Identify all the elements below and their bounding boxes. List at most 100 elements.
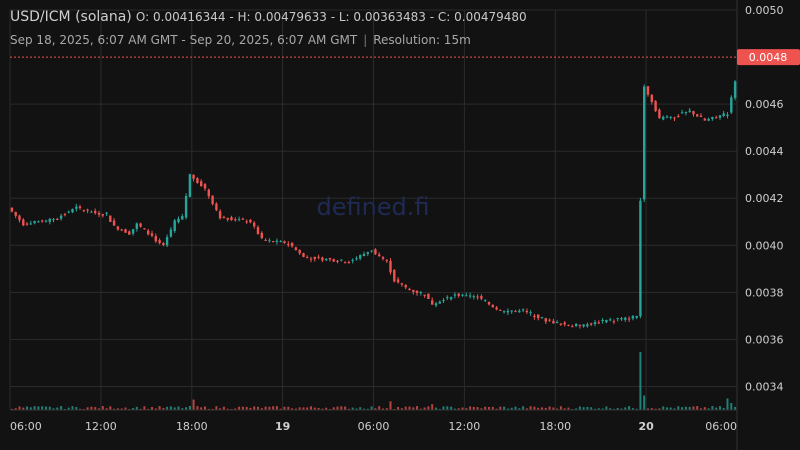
candle-body	[427, 293, 430, 299]
candle	[25, 222, 29, 226]
candle-body	[41, 220, 44, 222]
candle-body	[313, 256, 316, 260]
candle	[431, 297, 434, 305]
candle	[97, 210, 101, 218]
volume-bar	[397, 407, 400, 410]
candle	[718, 115, 722, 120]
x-tick-label: 18:00	[176, 420, 208, 433]
volume-bar	[234, 408, 237, 410]
candle	[389, 258, 392, 275]
candle-body	[733, 81, 737, 98]
volume-bar	[495, 408, 498, 410]
volume-bar	[582, 407, 585, 410]
volume-bar	[533, 406, 536, 410]
candle	[120, 228, 123, 232]
volume-bar	[10, 408, 13, 410]
volume-bar	[677, 406, 680, 410]
volume-bar	[628, 406, 631, 410]
watermark: defined.fi	[316, 193, 429, 221]
volume-layer	[10, 352, 737, 410]
volume-bar	[514, 406, 517, 410]
candle	[78, 204, 82, 210]
volume-bar	[52, 408, 55, 410]
candle	[33, 220, 36, 225]
candle	[71, 208, 74, 214]
candle-body	[336, 260, 339, 262]
candle	[162, 241, 165, 247]
candle-body	[684, 111, 688, 113]
x-tick-label: 06:00	[705, 420, 737, 433]
candle-body	[404, 285, 407, 288]
candle	[514, 309, 517, 313]
candle-body	[616, 318, 619, 320]
volume-bar	[302, 407, 305, 410]
candle-body	[309, 258, 313, 260]
volume-bar	[306, 407, 309, 410]
resolution-label[interactable]: Resolution: 15m	[373, 33, 471, 47]
candle-body	[408, 288, 411, 291]
candle	[290, 242, 294, 248]
candle	[593, 319, 597, 327]
candle	[18, 214, 21, 223]
volume-bar	[518, 408, 521, 410]
volume-bar	[151, 407, 153, 410]
candle-body	[317, 256, 320, 258]
candle	[453, 292, 457, 299]
volume-bar	[340, 406, 343, 410]
volume-bar	[597, 408, 600, 410]
candle-body	[343, 262, 347, 264]
candle	[415, 290, 419, 296]
candle-body	[78, 206, 82, 209]
candle-body	[283, 241, 286, 244]
volume-bar	[113, 408, 116, 410]
candle-body	[502, 311, 506, 313]
candle-body	[120, 229, 123, 231]
candle	[624, 316, 627, 322]
candle-body	[646, 86, 650, 95]
volume-bar	[226, 408, 229, 410]
candle	[112, 218, 116, 226]
volume-bar	[275, 406, 278, 410]
candle	[366, 251, 369, 257]
candle-body	[131, 229, 135, 234]
candle-body	[446, 297, 449, 299]
candle-body	[139, 223, 142, 227]
volume-bar	[416, 406, 418, 410]
volume-bar	[612, 408, 615, 410]
date-range: Sep 18, 2025, 6:07 AM GMT - Sep 20, 2025…	[10, 33, 358, 47]
volume-bar	[48, 406, 51, 410]
candle-body	[635, 316, 638, 318]
volume-bar	[162, 407, 165, 410]
candle	[586, 322, 589, 328]
candle-body	[97, 213, 101, 215]
volume-bar	[241, 406, 244, 410]
candle	[468, 292, 472, 299]
candle	[14, 211, 17, 219]
volume-bar	[544, 407, 547, 410]
volume-bar	[631, 408, 634, 410]
candle	[139, 222, 142, 228]
y-tick-label: 0.0036	[745, 333, 784, 346]
candle-body	[112, 220, 116, 226]
candle	[222, 215, 226, 219]
volume-bar	[185, 407, 188, 410]
candle	[105, 212, 108, 216]
volume-bar	[219, 408, 222, 410]
volume-bar	[711, 406, 714, 410]
candle	[419, 291, 422, 296]
volume-bar	[215, 406, 218, 410]
volume-bar	[525, 408, 528, 410]
candle-body	[22, 219, 25, 226]
candle	[173, 218, 176, 233]
volume-bar	[200, 407, 203, 410]
candle	[109, 215, 112, 222]
candle-body	[627, 318, 631, 320]
volume-bar	[703, 407, 706, 410]
candle	[609, 317, 612, 322]
volume-bar	[624, 407, 627, 410]
candle-body	[540, 317, 544, 319]
volume-bar	[56, 407, 59, 410]
candle	[340, 259, 343, 262]
candle-body	[495, 307, 498, 310]
